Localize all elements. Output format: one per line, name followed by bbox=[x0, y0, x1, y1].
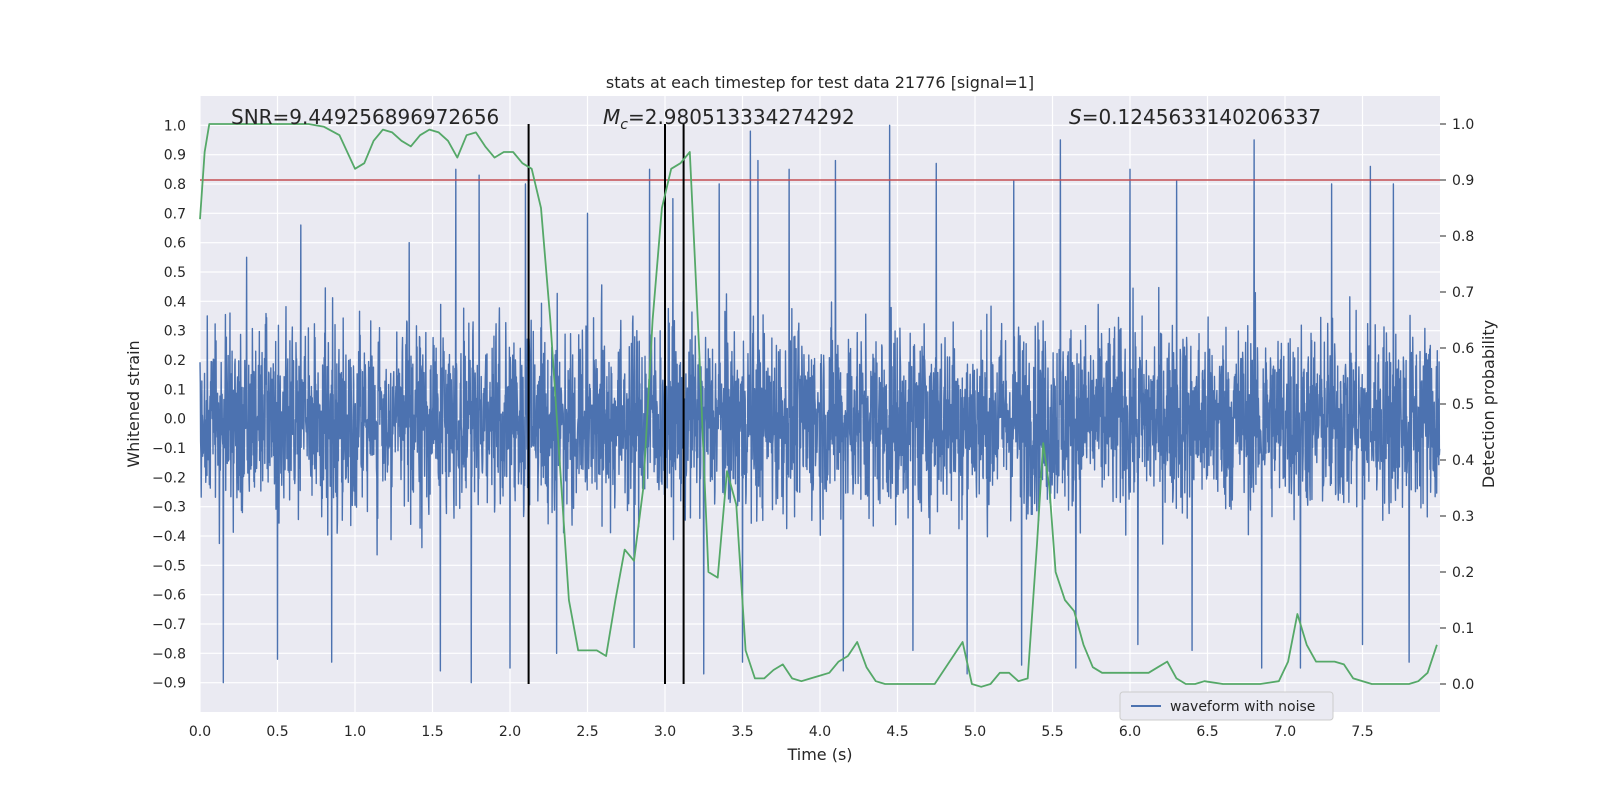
x-tick-label: 3.5 bbox=[731, 724, 753, 740]
s-value: =0.1245633140206337 bbox=[1082, 105, 1321, 129]
x-tick-label: 0.0 bbox=[189, 724, 211, 740]
x-tick-label: 2.0 bbox=[499, 724, 521, 740]
mc-value: =2.980513334274292 bbox=[628, 105, 855, 129]
y2-tick-label: 0.3 bbox=[1452, 509, 1474, 525]
x-tick-label: 1.5 bbox=[421, 724, 443, 740]
y2-tick-labels: 1.0 0.9 0.8 0.7 0.6 0.5 0.4 0.3 0.2 0.1 0.0 bbox=[1440, 117, 1474, 693]
y2-tick-label: 0.4 bbox=[1452, 453, 1474, 469]
y-tick-label: 0.2 bbox=[164, 353, 186, 369]
y-tick-label: −0.1 bbox=[152, 441, 186, 457]
mc-subscript: c bbox=[620, 117, 628, 133]
snr-annotation: SNR=9.449256896972656 bbox=[231, 105, 499, 129]
y2-tick-label: 1.0 bbox=[1452, 117, 1474, 133]
s-symbol: S bbox=[1069, 105, 1082, 129]
probability-line bbox=[199, 123, 1438, 688]
y2-tick-label: 0.9 bbox=[1452, 173, 1474, 189]
waveform-line bbox=[199, 124, 1441, 684]
y-tick-labels: 1.0 0.9 0.8 0.7 0.6 0.5 0.4 0.3 0.2 0.1 0.0 −0.1 −0.… bbox=[152, 118, 186, 691]
y-tick-label: −0.7 bbox=[152, 617, 186, 633]
y2-tick-label: 0.2 bbox=[1452, 565, 1474, 581]
s-annotation: S=0.1245633140206337 bbox=[1069, 105, 1321, 129]
y-tick-label: 0.6 bbox=[164, 236, 186, 252]
x-tick-label: 1.0 bbox=[344, 724, 366, 740]
x-tick-label: 6.5 bbox=[1196, 724, 1218, 740]
y2-tick-label: 0.0 bbox=[1452, 677, 1474, 693]
x-tick-label: 3.0 bbox=[654, 724, 676, 740]
x-tick-label: 7.5 bbox=[1351, 724, 1373, 740]
y-tick-label: −0.3 bbox=[152, 500, 186, 516]
y-tick-label: 0.5 bbox=[164, 265, 186, 281]
y-tick-label: −0.6 bbox=[152, 588, 186, 604]
x-tick-labels: 0.0 0.5 1.0 1.5 2.0 2.5 3.0 3.5 4.0 4.5 5.0 5.5 6.0 6… bbox=[189, 724, 1374, 740]
x-tick-label: 5.0 bbox=[964, 724, 986, 740]
y2-tick-label: 0.8 bbox=[1452, 229, 1474, 245]
x-tick-label: 4.5 bbox=[886, 724, 908, 740]
y-tick-label: 0.1 bbox=[164, 382, 186, 398]
y-tick-label: −0.5 bbox=[152, 558, 186, 574]
legend-label: waveform with noise bbox=[1170, 699, 1315, 715]
y2-axis-label: Detection probability bbox=[1479, 320, 1498, 488]
y-tick-label: 0.0 bbox=[164, 412, 186, 428]
y2-tick-label: 0.7 bbox=[1452, 285, 1474, 301]
y-tick-label: 0.8 bbox=[164, 177, 186, 193]
y-tick-label: 0.7 bbox=[164, 206, 186, 222]
y-tick-label: 0.9 bbox=[164, 148, 186, 164]
y-tick-label: 0.4 bbox=[164, 294, 186, 310]
x-tick-label: 2.5 bbox=[576, 724, 598, 740]
y2-tick-label: 0.1 bbox=[1452, 621, 1474, 637]
x-axis-label: Time (s) bbox=[786, 745, 852, 764]
y-axis-label: Whitened strain bbox=[124, 340, 143, 467]
x-tick-label: 7.0 bbox=[1274, 724, 1296, 740]
legend-box bbox=[1119, 691, 1334, 721]
probability-series bbox=[199, 123, 1438, 688]
y-tick-label: −0.8 bbox=[152, 646, 186, 662]
y2-tick-label: 0.5 bbox=[1452, 397, 1474, 413]
vertical-markers bbox=[527, 124, 685, 684]
x-tick-label: 5.5 bbox=[1041, 724, 1063, 740]
y-tick-label: 0.3 bbox=[164, 324, 186, 340]
mc-symbol: M bbox=[603, 105, 620, 129]
x-tick-label: 6.0 bbox=[1119, 724, 1141, 740]
legend: waveform with noise bbox=[1119, 691, 1334, 721]
y2-tick-label: 0.6 bbox=[1452, 341, 1474, 357]
chart-title: stats at each timestep for test data 217… bbox=[606, 73, 1034, 92]
y-tick-label: −0.4 bbox=[152, 529, 186, 545]
y-tick-label: −0.2 bbox=[152, 470, 186, 486]
x-tick-label: 4.0 bbox=[809, 724, 831, 740]
y-tick-label: 1.0 bbox=[164, 118, 186, 134]
x-tick-label: 0.5 bbox=[266, 724, 288, 740]
y-tick-label: −0.9 bbox=[152, 676, 186, 692]
mc-annotation: Mc=2.980513334274292 bbox=[603, 105, 855, 133]
waveform-series bbox=[199, 124, 1441, 684]
